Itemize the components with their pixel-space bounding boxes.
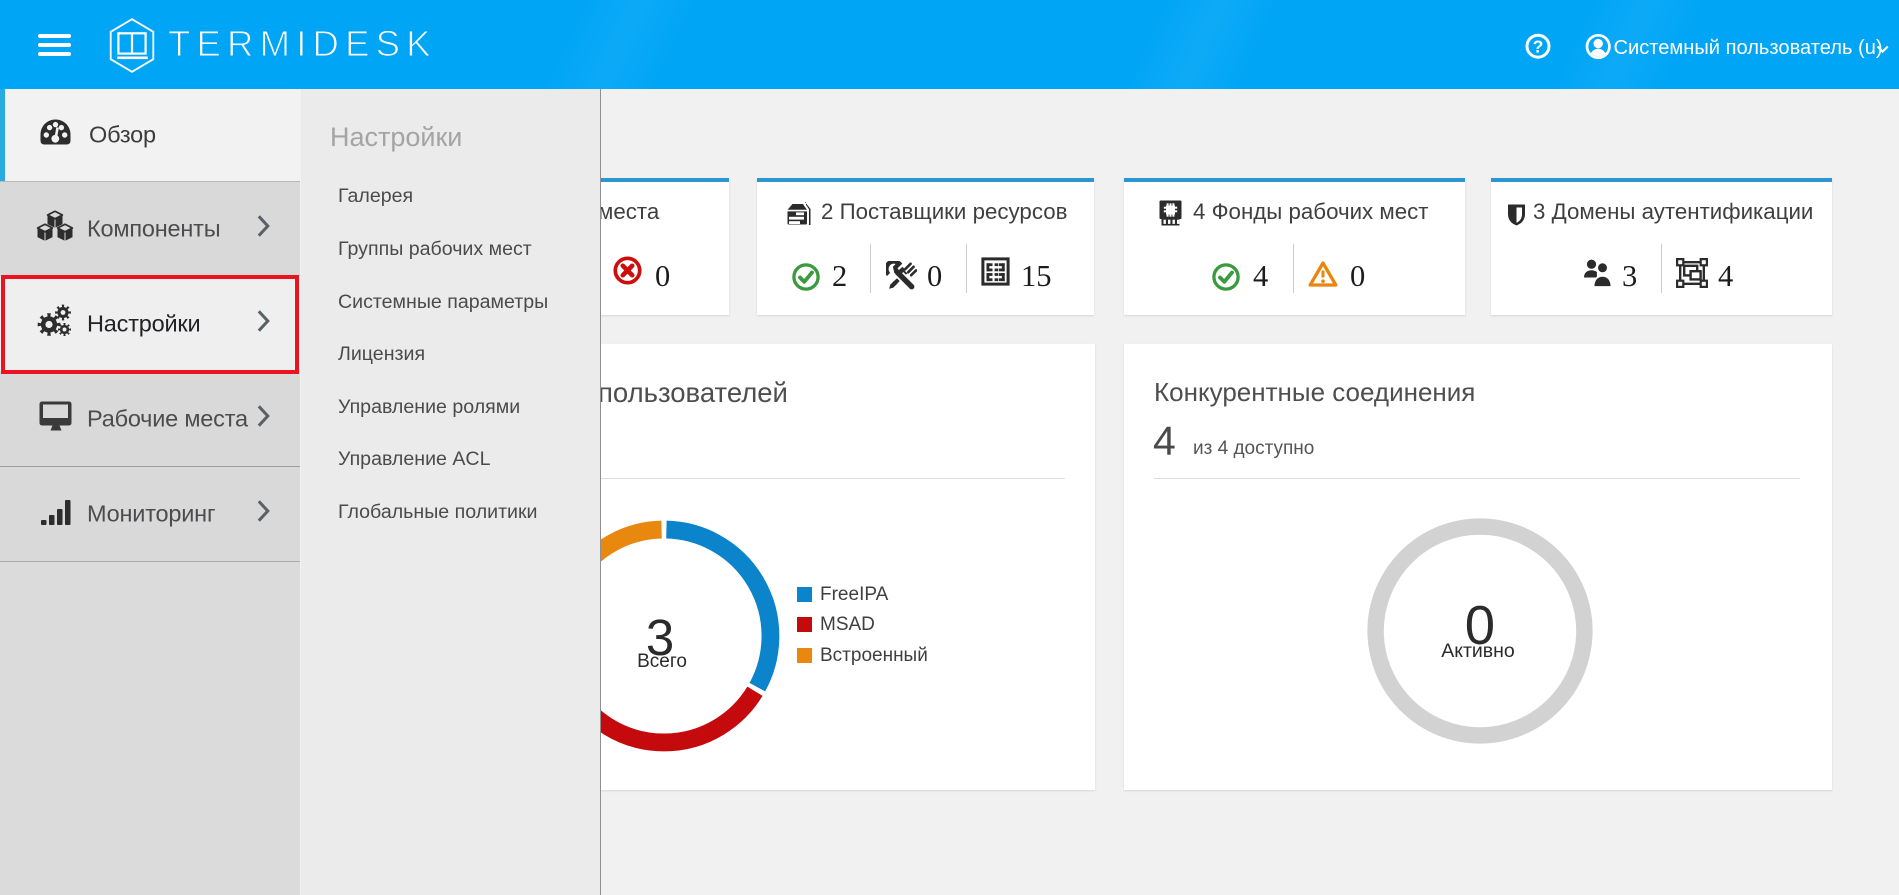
svg-text:?: ? bbox=[1533, 36, 1544, 56]
